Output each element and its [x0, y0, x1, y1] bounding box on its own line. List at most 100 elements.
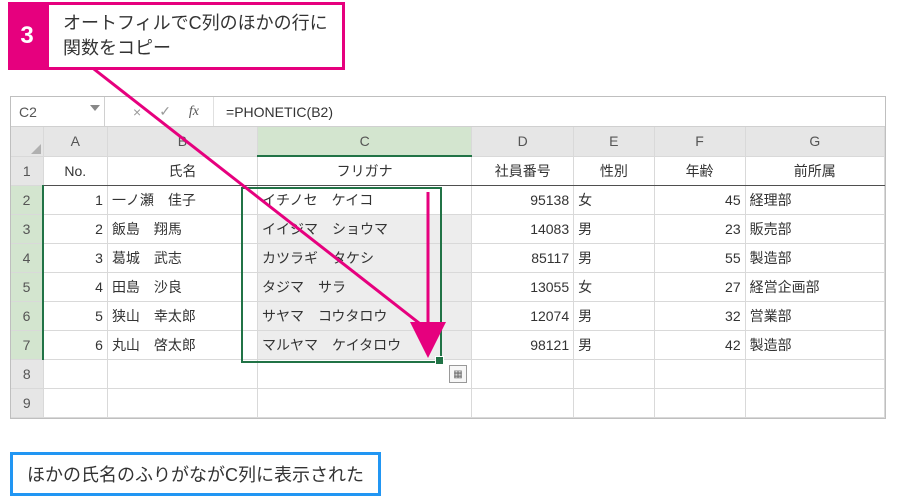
cell[interactable]: 男: [574, 330, 654, 359]
row-header-9[interactable]: 9: [11, 388, 43, 417]
cell[interactable]: 女: [574, 185, 654, 214]
cell[interactable]: 社員番号: [472, 156, 574, 185]
col-header-A[interactable]: A: [43, 127, 107, 156]
step-line2: 関数をコピー: [63, 38, 171, 58]
cell[interactable]: [472, 388, 574, 417]
col-header-C[interactable]: C: [257, 127, 471, 156]
cell[interactable]: 27: [654, 272, 745, 301]
cell[interactable]: 製造部: [745, 330, 884, 359]
col-header-B[interactable]: B: [107, 127, 257, 156]
cancel-icon[interactable]: ×: [133, 104, 141, 120]
excel-window: C2 × ✓ fx =PHONETIC(B2) A: [10, 96, 886, 419]
column-headers: A B C D E F G: [11, 127, 885, 156]
cell[interactable]: [654, 388, 745, 417]
cell[interactable]: 95138: [472, 185, 574, 214]
cell[interactable]: 氏名: [107, 156, 257, 185]
cell[interactable]: 98121: [472, 330, 574, 359]
cell[interactable]: 42: [654, 330, 745, 359]
instruction-callout: 3 オートフィルでC列のほかの行に 関数をコピー: [8, 2, 345, 70]
cell[interactable]: 飯島 翔馬: [107, 214, 257, 243]
cell[interactable]: 5: [43, 301, 107, 330]
cell[interactable]: 年齢: [654, 156, 745, 185]
cell[interactable]: No.: [43, 156, 107, 185]
cell[interactable]: 55: [654, 243, 745, 272]
cell[interactable]: 男: [574, 301, 654, 330]
table-row: 5 4 田島 沙良 タジマ サラ 13055 女 27 経営企画部: [11, 272, 885, 301]
cell[interactable]: [745, 359, 884, 388]
step-number: 3: [8, 2, 46, 70]
cell[interactable]: 14083: [472, 214, 574, 243]
cell[interactable]: 葛城 武志: [107, 243, 257, 272]
row-header-7[interactable]: 7: [11, 330, 43, 359]
chevron-down-icon[interactable]: [90, 105, 100, 111]
cell[interactable]: [43, 359, 107, 388]
step-text: オートフィルでC列のほかの行に 関数をコピー: [46, 2, 345, 70]
cell[interactable]: [107, 359, 257, 388]
cell[interactable]: 45: [654, 185, 745, 214]
row-header-2[interactable]: 2: [11, 185, 43, 214]
cell[interactable]: 1: [43, 185, 107, 214]
table-header-row: 1 No. 氏名 フリガナ 社員番号 性別 年齢 前所属: [11, 156, 885, 185]
row-header-6[interactable]: 6: [11, 301, 43, 330]
cell[interactable]: 女: [574, 272, 654, 301]
col-header-E[interactable]: E: [574, 127, 654, 156]
cell[interactable]: [574, 388, 654, 417]
row-header-4[interactable]: 4: [11, 243, 43, 272]
cell[interactable]: カツラギ タケシ: [257, 243, 471, 272]
cell[interactable]: 男: [574, 214, 654, 243]
cell[interactable]: イチノセ ケイコ: [257, 185, 471, 214]
cell[interactable]: サヤマ コウタロウ: [257, 301, 471, 330]
cell[interactable]: 32: [654, 301, 745, 330]
cell[interactable]: 製造部: [745, 243, 884, 272]
cell[interactable]: 12074: [472, 301, 574, 330]
formula-input[interactable]: =PHONETIC(B2): [214, 104, 333, 120]
formula-bar: C2 × ✓ fx =PHONETIC(B2): [11, 97, 885, 127]
table-row: 4 3 葛城 武志 カツラギ タケシ 85117 男 55 製造部: [11, 243, 885, 272]
cell[interactable]: 23: [654, 214, 745, 243]
cell[interactable]: 3: [43, 243, 107, 272]
cell[interactable]: タジマ サラ: [257, 272, 471, 301]
cell[interactable]: [257, 359, 471, 388]
col-header-F[interactable]: F: [654, 127, 745, 156]
cell[interactable]: [43, 388, 107, 417]
cell[interactable]: イイジマ ショウマ: [257, 214, 471, 243]
autofill-options-icon[interactable]: ▦: [449, 365, 467, 383]
cell[interactable]: 田島 沙良: [107, 272, 257, 301]
cell[interactable]: [654, 359, 745, 388]
cell[interactable]: マルヤマ ケイタロウ: [257, 330, 471, 359]
step-line1: オートフィルでC列のほかの行に: [63, 13, 328, 33]
cell[interactable]: フリガナ: [257, 156, 471, 185]
cell[interactable]: 4: [43, 272, 107, 301]
row-header-1[interactable]: 1: [11, 156, 43, 185]
cell[interactable]: [745, 388, 884, 417]
cell[interactable]: [107, 388, 257, 417]
row-header-3[interactable]: 3: [11, 214, 43, 243]
cell[interactable]: 経理部: [745, 185, 884, 214]
col-header-G[interactable]: G: [745, 127, 884, 156]
name-box[interactable]: C2: [11, 97, 105, 126]
cell[interactable]: 丸山 啓太郎: [107, 330, 257, 359]
cell[interactable]: 男: [574, 243, 654, 272]
cell[interactable]: 2: [43, 214, 107, 243]
cell[interactable]: 85117: [472, 243, 574, 272]
cell[interactable]: 一ノ瀬 佳子: [107, 185, 257, 214]
cell[interactable]: 6: [43, 330, 107, 359]
spreadsheet-grid[interactable]: A B C D E F G 1 No. 氏名 フリガナ 社員番号 性別 年齢 前…: [11, 127, 885, 418]
cell[interactable]: [574, 359, 654, 388]
fx-icon[interactable]: fx: [189, 104, 199, 120]
cell[interactable]: 営業部: [745, 301, 884, 330]
cell[interactable]: 経営企画部: [745, 272, 884, 301]
row-header-8[interactable]: 8: [11, 359, 43, 388]
select-all-corner[interactable]: [11, 127, 43, 156]
cell[interactable]: 狭山 幸太郎: [107, 301, 257, 330]
col-header-D[interactable]: D: [472, 127, 574, 156]
enter-icon[interactable]: ✓: [159, 103, 171, 120]
cell[interactable]: 販売部: [745, 214, 884, 243]
cell[interactable]: [472, 359, 574, 388]
table-row: 7 6 丸山 啓太郎 マルヤマ ケイタロウ 98121 男 42 製造部: [11, 330, 885, 359]
row-header-5[interactable]: 5: [11, 272, 43, 301]
cell[interactable]: [257, 388, 471, 417]
cell[interactable]: 13055: [472, 272, 574, 301]
cell[interactable]: 性別: [574, 156, 654, 185]
cell[interactable]: 前所属: [745, 156, 884, 185]
